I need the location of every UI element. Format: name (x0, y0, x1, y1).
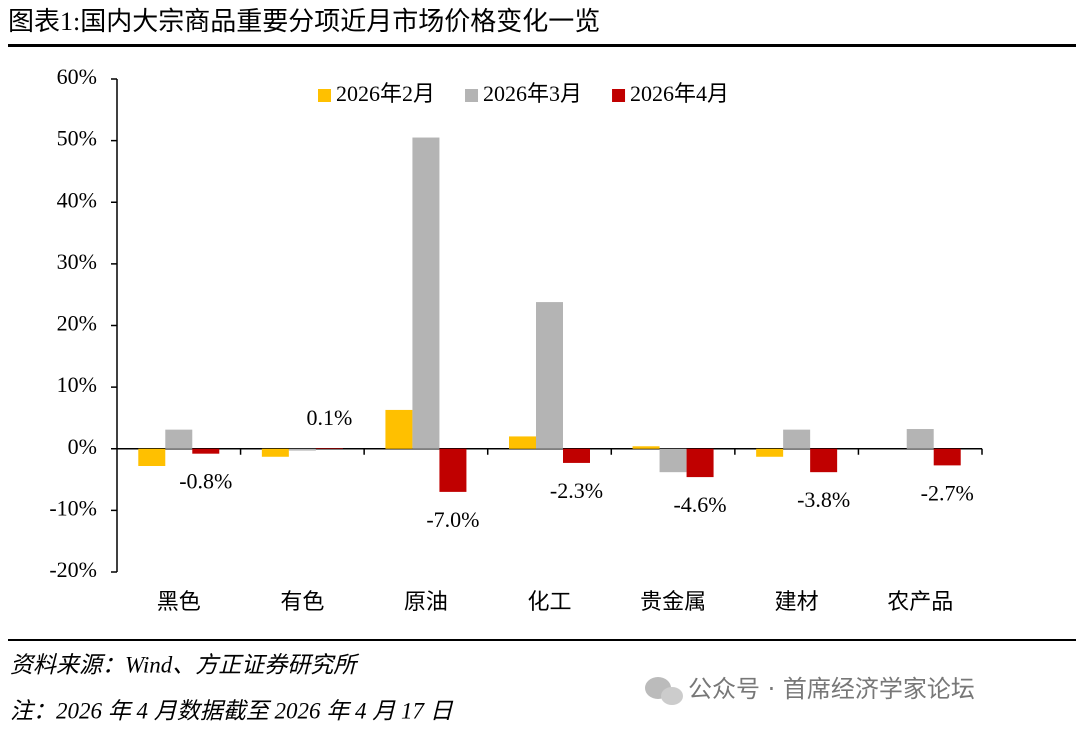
bar (385, 409, 413, 449)
y-tick-label: 20% (57, 311, 97, 336)
data-label: -3.8% (797, 487, 850, 512)
date-note: 注：2026 年 4 月数据截至 2026 年 4 月 17 日 (10, 698, 454, 723)
bar (933, 448, 961, 466)
watermark: 公众号 · 首席经济学家论坛 (688, 675, 975, 703)
data-label: -2.3% (550, 478, 603, 503)
bar (288, 448, 316, 451)
bar (261, 448, 289, 457)
legend-swatch (612, 89, 626, 102)
title-rule (8, 44, 1076, 47)
legend-label: 2026年4月 (630, 81, 729, 106)
data-label: -7.0% (426, 507, 479, 532)
legend-swatch (318, 89, 331, 102)
data-label: 0.1% (306, 405, 352, 430)
legend-label: 2026年2月 (336, 81, 435, 106)
bar (509, 436, 536, 449)
watermark-icon (645, 677, 683, 705)
y-tick-label: 30% (57, 249, 97, 274)
x-tick-label: 原油 (404, 589, 448, 614)
footer-rule (8, 639, 1076, 641)
bar (563, 448, 590, 463)
bar (439, 448, 467, 492)
bar (315, 448, 343, 449)
bar (810, 448, 838, 473)
chart-title: 图表1:国内大宗商品重要分项近月市场价格变化一览 (8, 7, 600, 36)
source-note: 资料来源：Wind、方正证券研究所 (10, 652, 359, 677)
x-tick-label: 贵金属 (640, 589, 706, 614)
bar (536, 302, 563, 449)
bar (192, 448, 220, 454)
y-tick-label: -20% (49, 557, 97, 582)
bar (756, 448, 784, 457)
data-label: -2.7% (921, 480, 974, 505)
y-tick-label: 0% (68, 434, 97, 459)
bar (783, 429, 811, 449)
bar (412, 137, 440, 449)
bar (686, 448, 714, 478)
x-tick-label: 黑色 (157, 589, 201, 614)
bar (138, 448, 166, 467)
bar (632, 446, 660, 449)
y-tick-label: -10% (49, 495, 97, 520)
bar (906, 429, 934, 449)
y-tick-label: 50% (57, 126, 97, 151)
legend-label: 2026年3月 (483, 81, 582, 106)
y-tick-label: 10% (57, 372, 97, 397)
x-tick-label: 有色 (280, 589, 324, 614)
y-tick-label: 40% (57, 187, 97, 212)
x-tick-label: 农产品 (887, 589, 953, 614)
bar (659, 448, 687, 473)
x-tick-label: 化工 (527, 589, 571, 614)
bar (165, 429, 193, 449)
y-tick-label: 60% (57, 64, 97, 89)
data-label: -0.8% (179, 469, 232, 494)
legend-swatch (465, 89, 479, 102)
data-label: -4.6% (673, 492, 726, 517)
x-tick-label: 建材 (775, 589, 819, 614)
